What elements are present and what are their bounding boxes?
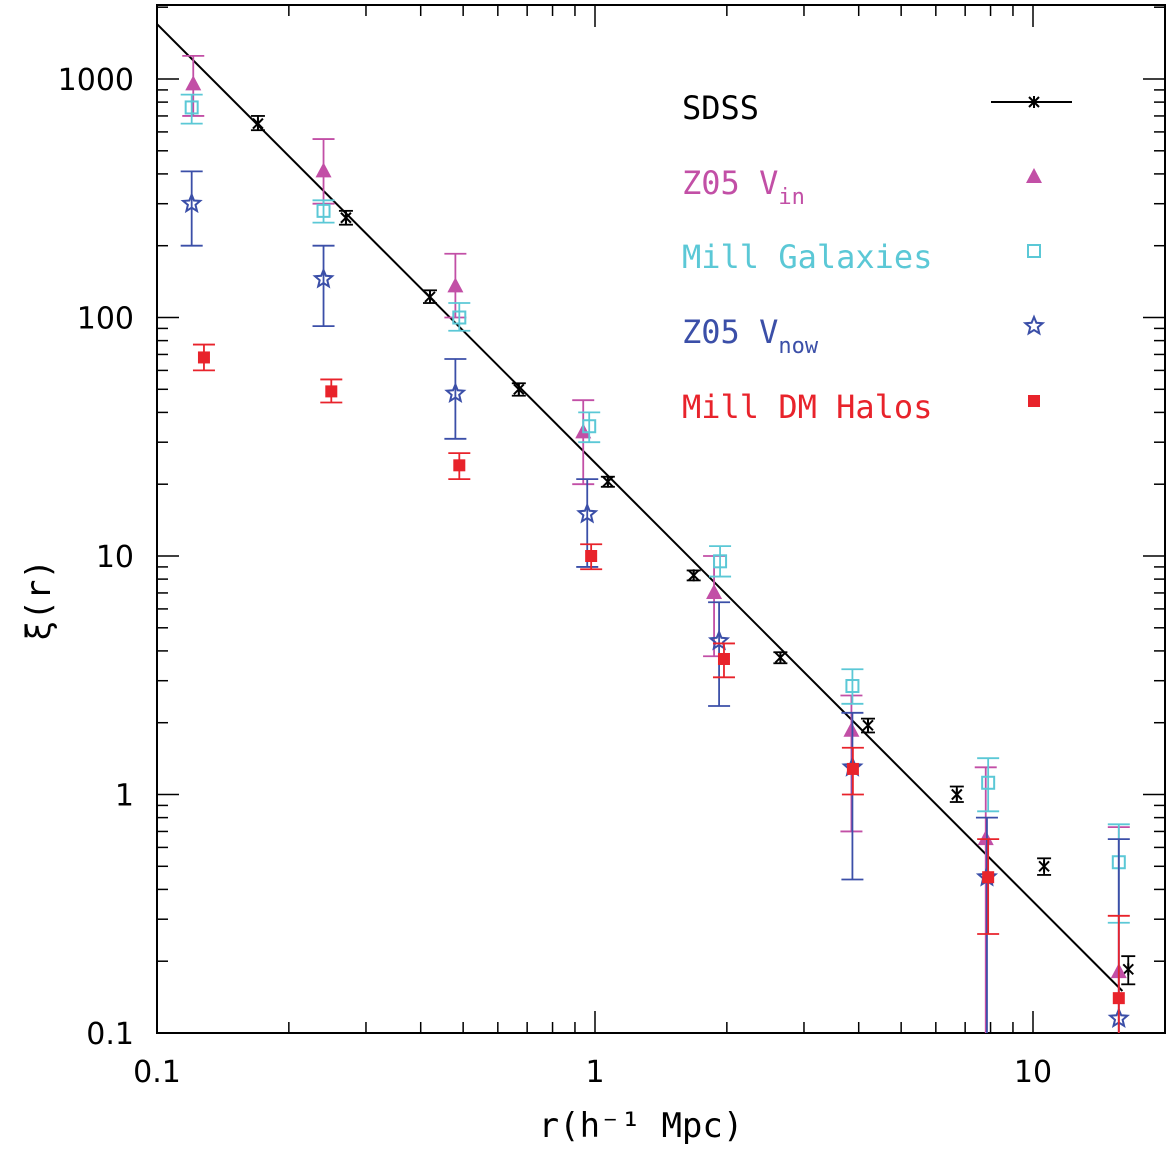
error-bar	[709, 545, 732, 578]
data-point	[316, 203, 331, 218]
error-bar	[180, 93, 203, 125]
data-point	[977, 830, 994, 846]
y-tick-label: 1	[115, 779, 134, 814]
legend-label: SDSS	[682, 89, 759, 127]
data-point	[774, 651, 787, 664]
axis-tick-labels: 0.1 1 10 0.1 1 10 100 1000	[58, 63, 1052, 1090]
error-bar	[1107, 914, 1130, 1033]
axis-ticks	[156, 5, 1166, 1034]
legend-label: Mill DM Halos	[682, 388, 932, 426]
legend: SDSS Z05 Vin Mill Galaxies Z05 Vnow Mill DM …	[682, 89, 1072, 426]
series-mill-dm-halos	[192, 343, 1130, 1033]
error-bar	[975, 816, 998, 1033]
error-bar	[974, 766, 997, 1033]
data-point	[951, 788, 963, 801]
plot-frame	[156, 4, 1166, 1034]
data-point	[707, 629, 731, 651]
x-tick-label: 0.1	[133, 1055, 181, 1090]
y-tick-label: 1000	[58, 63, 134, 98]
legend-marker	[1028, 395, 1040, 407]
data-point	[845, 679, 860, 694]
data-point	[1112, 992, 1125, 1005]
data-point	[1038, 860, 1050, 873]
legend-label: Mill Galaxies	[682, 238, 932, 276]
data-point	[312, 267, 335, 289]
power-law-fit-line	[157, 23, 1124, 992]
data-point	[424, 290, 436, 303]
error-bar	[977, 838, 1000, 935]
data-point	[981, 775, 996, 790]
power-law-line	[157, 23, 1124, 992]
error-bar	[578, 411, 601, 444]
error-bar	[448, 302, 471, 332]
data-point	[185, 75, 202, 91]
x-axis-label: r(h⁻¹ Mpc)	[539, 1106, 744, 1146]
legend-marker	[1027, 244, 1041, 258]
data-point	[197, 351, 210, 364]
data-point	[846, 762, 859, 775]
legend-label: Z05 Vnow	[682, 313, 819, 359]
legend-marker	[1026, 168, 1042, 183]
data-marks	[180, 54, 1136, 1033]
y-axis-label: ξ(r)	[19, 559, 59, 641]
data-point	[340, 211, 352, 224]
data-point	[706, 583, 723, 599]
data-point	[453, 459, 466, 472]
error-bar	[444, 358, 467, 440]
data-point	[862, 719, 874, 732]
data-point	[1122, 963, 1134, 976]
series-mill-galaxies	[180, 93, 1130, 924]
legend-label: Z05 Vin	[682, 164, 805, 210]
data-point	[602, 475, 614, 488]
data-point	[513, 383, 525, 396]
data-point	[713, 554, 728, 569]
y-tick-label: 0.1	[86, 1017, 134, 1052]
data-point	[687, 569, 700, 582]
data-point	[315, 162, 332, 178]
data-point	[180, 192, 203, 214]
y-tick-label: 100	[77, 302, 134, 337]
data-point	[447, 277, 464, 293]
data-point	[982, 871, 995, 884]
data-point	[585, 550, 598, 562]
error-bar	[841, 711, 864, 881]
error-bar	[841, 668, 864, 705]
x-tick-label: 10	[1014, 1055, 1052, 1090]
data-point	[452, 310, 467, 325]
data-point	[252, 117, 264, 130]
data-point	[576, 502, 599, 524]
data-point	[717, 652, 730, 665]
legend-marker	[1022, 314, 1046, 336]
data-point	[843, 721, 860, 737]
data-point	[325, 385, 338, 398]
error-bar	[312, 244, 335, 328]
data-point	[444, 381, 467, 403]
y-tick-label: 10	[96, 540, 134, 575]
series-sdss	[250, 115, 1136, 986]
error-bar	[977, 757, 1000, 813]
data-point	[582, 419, 597, 434]
legend-marker	[1028, 96, 1040, 108]
data-point	[184, 100, 199, 115]
x-tick-label: 1	[585, 1055, 604, 1090]
